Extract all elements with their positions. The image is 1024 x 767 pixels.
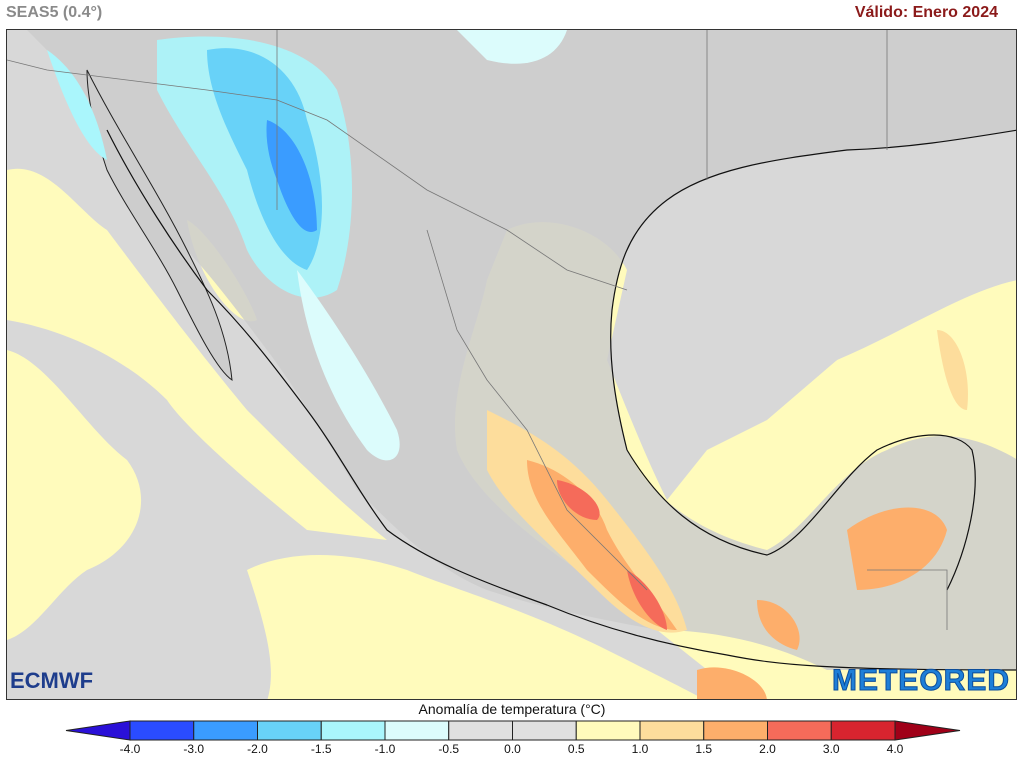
state-borders <box>7 30 948 630</box>
colorbar-tick-label: 3.0 <box>822 742 840 756</box>
colorbar-segment <box>193 720 258 741</box>
colorbar-segment <box>129 720 195 741</box>
colorbar-tick-label: -1.5 <box>310 742 332 756</box>
colorbar-segment <box>703 720 768 741</box>
gulf-of-mexico <box>627 180 1016 430</box>
colorbar-tick-label: -2.0 <box>247 742 268 756</box>
anomaly-map <box>6 29 1017 700</box>
negative-anomaly-areas <box>47 30 567 461</box>
colorbar-tick-label: 2.0 <box>759 742 776 756</box>
baja-california <box>86 69 233 382</box>
colorbar-segment <box>512 720 577 741</box>
colorbar-tick-label: -0.5 <box>438 742 460 756</box>
colorbar-segment <box>320 720 386 741</box>
colorbar-tick-label: 1.5 <box>695 742 713 756</box>
colorbar-tick-label: 0.0 <box>504 742 521 756</box>
colorbar <box>65 720 961 741</box>
colorbar-over-arrow <box>894 720 961 741</box>
colorbar-tick-label: 1.0 <box>631 742 649 756</box>
colorbar-under-arrow <box>65 720 131 741</box>
colorbar-segment <box>384 720 450 741</box>
colorbar-tick-label: -4.0 <box>119 742 141 756</box>
colorbar-tick-label: -1.0 <box>374 742 396 756</box>
valid-date: Válido: Enero 2024 <box>854 4 998 21</box>
colorbar-tick-label: 4.0 <box>886 742 904 756</box>
colorbar-segment <box>575 720 641 741</box>
colorbar-segment <box>830 720 896 741</box>
colorbar-segment <box>639 720 705 741</box>
colorbar-tick-label: 0.5 <box>567 742 585 756</box>
colorbar-segment <box>767 720 832 741</box>
meteored-logo: METEORED <box>831 664 1010 698</box>
coastlines <box>106 129 1016 671</box>
colorbar-segment <box>448 720 513 741</box>
warm-anomaly-cores <box>487 330 968 699</box>
model-label: SEAS5 (0.4°) <box>6 4 103 21</box>
colorbar-tick-label: -3.0 <box>183 742 205 756</box>
colorbar-segment <box>257 720 322 741</box>
ecmwf-logo: ECMWF <box>10 668 94 693</box>
legend-title: Anomalía de temperatura (°C) <box>418 701 606 717</box>
